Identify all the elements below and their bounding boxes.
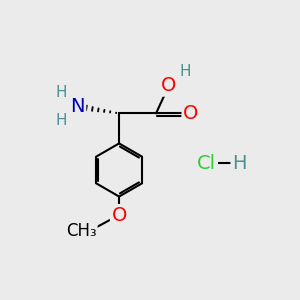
Text: H: H xyxy=(56,113,67,128)
Text: H: H xyxy=(232,154,247,172)
Text: N: N xyxy=(70,97,85,116)
Text: CH₃: CH₃ xyxy=(66,222,96,240)
Text: Cl: Cl xyxy=(197,154,216,172)
Text: O: O xyxy=(161,76,176,95)
Text: O: O xyxy=(111,206,127,224)
Text: H: H xyxy=(56,85,67,100)
Text: O: O xyxy=(183,104,198,123)
Text: H: H xyxy=(179,64,191,79)
